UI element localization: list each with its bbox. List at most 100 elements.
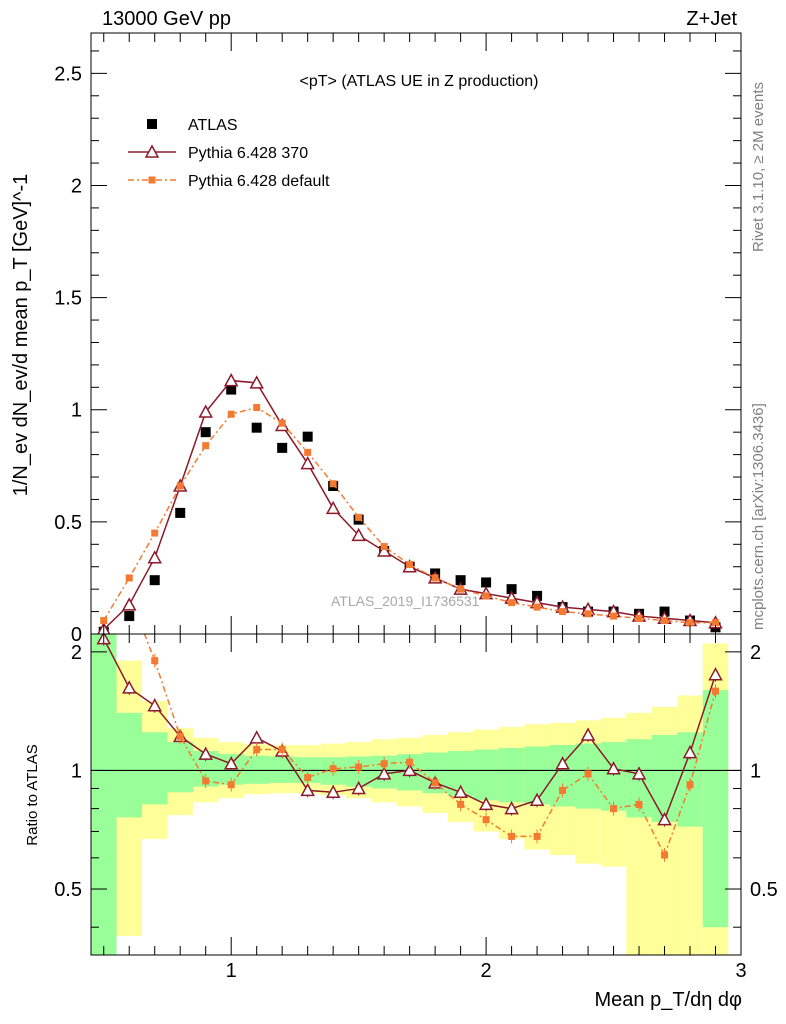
y-tick-label: 0.5 [54, 512, 82, 534]
data-point-pythia-6-428-default [253, 404, 261, 412]
plot-title: <pT> (ATLAS UE in Z production) [300, 73, 539, 90]
ratio-point-pythia-6-428-default [380, 760, 388, 768]
data-point-atlas [149, 575, 160, 586]
ratio-point-pythia-6-428-370 [376, 766, 392, 780]
data-point-atlas [175, 507, 186, 518]
y-tick-label: 2.5 [54, 63, 82, 85]
uncertainty-band-inner [600, 742, 627, 811]
data-point-pythia-6-428-370 [223, 373, 239, 387]
data-point-pythia-6-428-default [686, 619, 694, 627]
ratio-point-pythia-6-428-default [610, 805, 618, 813]
data-point-pythia-6-428-default [508, 599, 516, 607]
ratio-point-pythia-6-428-default [584, 770, 592, 778]
data-point-pythia-6-428-default [559, 608, 567, 616]
ratio-point-pythia-6-428-370 [606, 761, 621, 775]
data-point-atlas [226, 384, 237, 395]
data-point-pythia-6-428-default [100, 617, 108, 625]
ratio-point-pythia-6-428-default [329, 765, 337, 773]
data-point-pythia-6-428-370 [249, 375, 264, 389]
uncertainty-band-inner [243, 755, 270, 784]
data-point-pythia-6-428-default [151, 529, 159, 537]
data-point-atlas [251, 422, 262, 433]
ratio-point-pythia-6-428-370 [453, 784, 468, 799]
y-tick-label: 1.5 [54, 288, 82, 310]
ratio-point-pythia-6-428-default [635, 800, 643, 808]
side-label-rivet: Rivet 3.1.10, ≥ 2M events [750, 82, 767, 252]
data-point-atlas [302, 431, 313, 442]
ratio-point-pythia-6-428-370 [402, 762, 417, 777]
ratio-point-pythia-6-428-default [661, 851, 669, 859]
ratio-point-pythia-6-428-default [559, 786, 567, 794]
header-energy: 13000 GeV pp [102, 8, 231, 30]
uncertainty-band-inner [651, 735, 678, 822]
ratio-point-pythia-6-428-370 [504, 801, 519, 815]
ratio-point-pythia-6-428-default [278, 746, 286, 754]
data-point-pythia-6-428-default [712, 619, 720, 627]
legend-marker [144, 144, 160, 158]
main-panel: 0 0.5 1 1.5 2 2.5 <pT> (ATLAS UE in Z product… [10, 32, 742, 646]
ratio-y-tick-label-right: 2 [750, 642, 761, 664]
data-point-pythia-6-428-default [635, 614, 643, 622]
data-point-pythia-6-428-370 [147, 550, 162, 564]
data-point-pythia-6-428-default [278, 419, 286, 427]
data-point-pythia-6-428-370 [351, 527, 366, 542]
data-point-pythia-6-428-default [304, 448, 312, 456]
ratio-point-pythia-6-428-default [176, 732, 184, 740]
legend-label: ATLAS [188, 117, 238, 134]
uncertainty-band-inner [116, 712, 142, 818]
data-point-atlas [200, 427, 211, 438]
data-point-pythia-6-428-370 [376, 543, 392, 557]
ratio-y-tick-label: 2 [71, 642, 82, 664]
y-tick-label: 0 [71, 624, 82, 646]
data-point-pythia-6-428-370 [325, 500, 341, 515]
ratio-point-pythia-6-428-default [202, 777, 210, 785]
uncertainty-band-inner [91, 634, 117, 955]
data-point-pythia-6-428-370 [121, 597, 137, 611]
data-point-atlas [455, 575, 466, 586]
data-point-atlas [506, 584, 517, 595]
ratio-point-pythia-6-428-370 [708, 667, 723, 681]
legend-item-pythia-6-428-default: Pythia 6.428 default [128, 173, 330, 190]
ratio-point-pythia-6-428-default [355, 763, 363, 771]
legend-marker [147, 119, 157, 129]
ratio-point-pythia-6-428-default [227, 781, 235, 789]
ratio-point-pythia-6-428-370 [555, 756, 570, 770]
ratio-point-pythia-6-428-default [304, 773, 312, 781]
ratio-point-pythia-6-428-370 [249, 730, 264, 744]
uncertainty-band-inner [167, 742, 193, 793]
uncertainty-band-inner [141, 732, 168, 805]
y-tick-label: 2 [71, 175, 82, 197]
data-point-pythia-6-428-default [584, 610, 592, 618]
y-tick-label: 1 [71, 400, 82, 422]
data-point-pythia-6-428-default [329, 480, 337, 488]
uncertainty-band-inner [473, 749, 499, 801]
data-point-pythia-6-428-default [610, 612, 618, 620]
ratio-point-pythia-6-428-default [457, 800, 465, 808]
ratio-point-pythia-6-428-default [126, 591, 133, 598]
legend-item-pythia-6-428-370: Pythia 6.428 370 [128, 144, 308, 162]
ratio-point-pythia-6-428-370 [529, 792, 545, 807]
data-point-pythia-6-428-default [125, 574, 133, 582]
ratio-point-pythia-6-428-default [686, 781, 694, 789]
ratio-point-pythia-6-428-370 [631, 766, 647, 780]
ratio-point-pythia-6-428-default [100, 579, 107, 586]
data-point-pythia-6-428-default [661, 617, 669, 625]
x-tick-label: 2 [481, 960, 492, 982]
ratio-point-pythia-6-428-370 [223, 756, 239, 770]
ratio-y-axis-label: Ratio to ATLAS [24, 744, 41, 845]
ratio-point-pythia-6-428-default [508, 832, 516, 840]
data-point-atlas [124, 611, 135, 622]
data-point-pythia-6-428-default [457, 585, 465, 593]
y-axis-label: 1/N_ev dN_ev/d mean p_T [GeV]^-1 [10, 174, 32, 497]
ratio-point-pythia-6-428-default [151, 657, 159, 665]
ratio-y-tick-label: 1 [71, 760, 82, 782]
data-point-pythia-6-428-default [380, 543, 388, 551]
ratio-point-pythia-6-428-370 [682, 745, 698, 759]
legend-item-atlas: ATLAS [147, 117, 238, 134]
uncertainty-band-inner [269, 756, 295, 783]
uncertainty-band-inner [702, 690, 729, 928]
ratio-point-pythia-6-428-default [712, 687, 720, 695]
ratio-point-pythia-6-428-370 [580, 727, 596, 741]
ratio-y-tick-label-right: 0.5 [750, 879, 778, 901]
data-point-pythia-6-428-default [533, 603, 541, 611]
